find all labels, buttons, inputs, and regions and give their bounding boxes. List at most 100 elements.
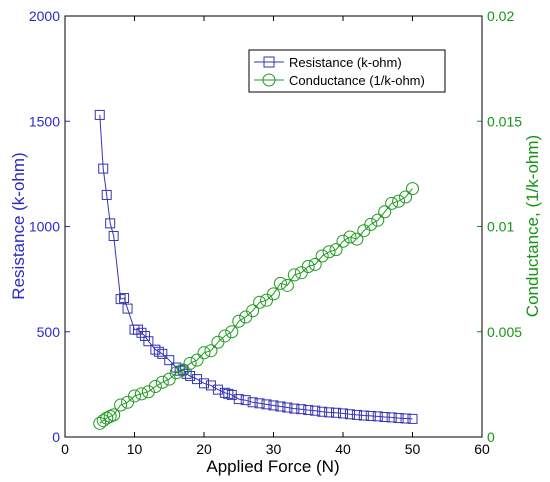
resistance-point [365, 410, 376, 421]
resistance-point [351, 409, 362, 420]
resistance-point [400, 413, 411, 424]
conductance-point [128, 389, 141, 403]
conductance-point [204, 344, 218, 358]
legend-resistance-label: Resistance (k-ohm) [289, 55, 402, 70]
conductance-point [169, 366, 183, 380]
legend-resistance-marker [263, 56, 275, 68]
conductance-point [336, 234, 350, 248]
right-y-tick-label: 0.005 [487, 324, 522, 340]
resistance-point [393, 413, 404, 424]
conductance-point [385, 196, 399, 210]
resistance-point [171, 362, 182, 373]
conductance-point [183, 356, 197, 370]
resistance-point [139, 330, 150, 341]
conductance-point [267, 287, 280, 301]
conductance-point [232, 314, 246, 328]
resistance-point [386, 412, 397, 423]
conductance-point [148, 379, 162, 393]
legend-conductance-marker [262, 73, 276, 87]
x-tick-label: 0 [61, 441, 69, 457]
conductance-point [308, 257, 322, 271]
resistance-point [143, 336, 154, 347]
conductance-point [93, 416, 107, 430]
conductance-point [96, 414, 110, 428]
conductance-point [253, 295, 267, 309]
conductance-point [378, 205, 392, 219]
conductance-point [364, 217, 378, 231]
conductance-point [141, 385, 155, 399]
resistance-point [275, 401, 286, 412]
conductance-point [322, 245, 336, 259]
resistance-point [219, 387, 230, 398]
legend-box [248, 49, 446, 93]
x-tick-label: 20 [196, 441, 212, 457]
ticks-layer: 0 10 20 30 40 50 60050010001500200000.0050.010… [29, 8, 522, 457]
resistance-point [331, 407, 342, 418]
conductance-point [225, 325, 239, 339]
resistance-point [122, 303, 133, 314]
right-y-tick-label: 0.01 [487, 219, 514, 235]
legend-conductance-label: Conductance (1/k-ohm) [289, 73, 425, 88]
resistance-point [153, 346, 164, 357]
legend: Resistance (k-ohm) Conductance (1/k-ohm) [248, 49, 446, 93]
resistance-point [108, 230, 119, 241]
resistance-point [101, 189, 112, 200]
x-tick-label: 50 [405, 441, 421, 457]
conductance-point [176, 363, 190, 377]
resistance-point [247, 397, 258, 408]
left-y-tick-label: 0 [52, 429, 60, 445]
conductance-point [155, 375, 169, 389]
resistance-point [358, 410, 369, 421]
conductance-point [343, 230, 357, 244]
resistance-point [303, 405, 314, 416]
resistance-point [344, 409, 355, 420]
conductance-point [197, 346, 211, 360]
conductance-point [114, 398, 128, 412]
left-y-tick-label: 1000 [29, 219, 60, 235]
resistance-point [212, 384, 223, 395]
right-y-axis-label: Conductance, (1/k-ohm) [523, 135, 542, 317]
conductance-point [371, 213, 385, 227]
left-y-axis-label: Resistance (k-ohm) [9, 152, 28, 299]
resistance-point [94, 109, 105, 120]
resistance-point [164, 355, 175, 366]
conductance-point [190, 353, 204, 367]
left-y-tick-label: 1500 [29, 113, 60, 129]
resistance-point [379, 412, 390, 423]
resistance-point [268, 400, 279, 411]
resistance-point [115, 294, 126, 305]
conductance-point [218, 329, 232, 343]
x-tick-label: 10 [127, 441, 143, 457]
left-y-tick-label: 2000 [29, 8, 60, 24]
conductance-point [273, 276, 287, 290]
resistance-point [223, 388, 234, 399]
plot-frame [64, 15, 483, 438]
plot-layer [93, 109, 419, 430]
x-tick-label: 40 [335, 441, 351, 457]
conductance-point [329, 243, 343, 257]
resistance-point [119, 293, 130, 304]
conductance-point [350, 232, 364, 246]
conductance-point [392, 194, 406, 208]
resistance-point [407, 413, 418, 424]
resistance-point [261, 399, 272, 410]
resistance-point [317, 406, 328, 417]
resistance-point [157, 348, 168, 359]
conductance-point [280, 278, 294, 292]
conductance-point [315, 249, 329, 263]
conductance-point [301, 259, 315, 273]
conductance-point [107, 408, 121, 422]
right-y-tick-label: 0.02 [487, 8, 514, 24]
resistance-point [324, 407, 335, 418]
resistance-point [254, 398, 265, 409]
resistance-line [99, 114, 413, 420]
conductance-point [287, 268, 301, 282]
x-tick-label: 30 [266, 441, 282, 457]
conductance-point [406, 182, 419, 196]
left-y-tick-label: 500 [37, 324, 61, 340]
resistance-point [372, 411, 383, 422]
resistance-point [98, 163, 109, 174]
conductance-point [246, 304, 260, 318]
right-y-tick-label: 0 [487, 429, 495, 445]
conductance-point [399, 190, 413, 204]
